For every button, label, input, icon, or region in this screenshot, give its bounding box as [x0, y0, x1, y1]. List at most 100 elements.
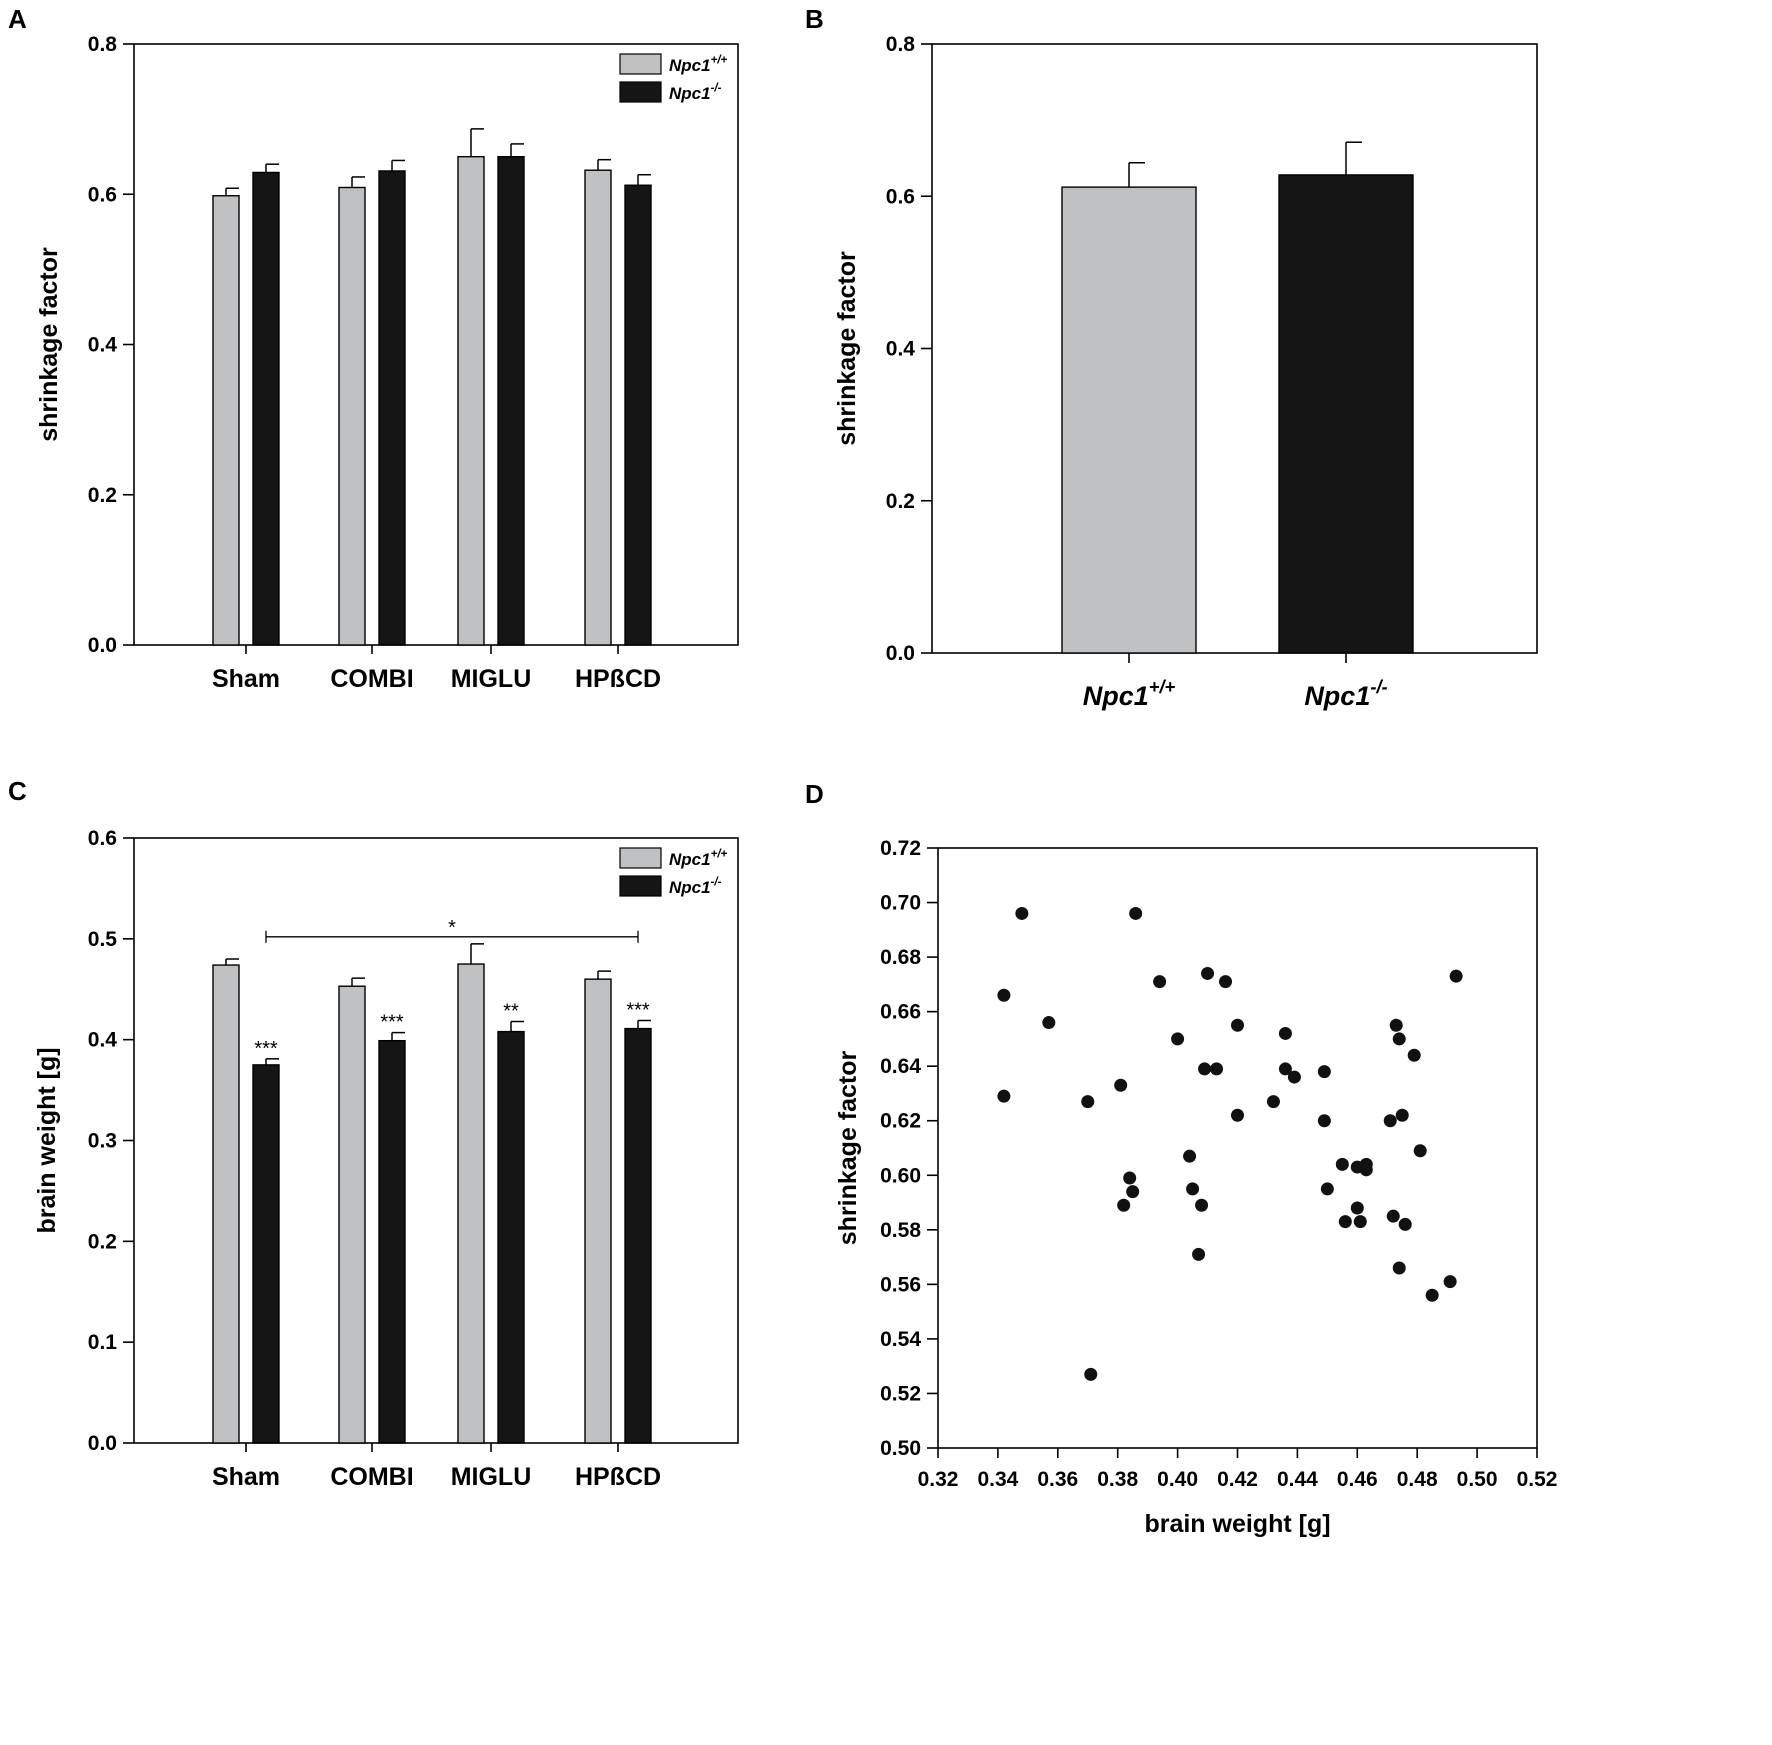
x-tick-label-B-1-name: Npc1 [1304, 681, 1370, 711]
bar-A-0-2 [457, 155, 485, 646]
scatter-point-D-43 [1398, 1217, 1412, 1231]
y-axis-label-B: shrinkage factor [833, 251, 861, 446]
y-tick-label-C-2: 0.2 [88, 1230, 117, 1253]
x-tick-label-D-6: 0.44 [1277, 1468, 1318, 1491]
x-tick-label-B-0: Npc1+/+ [1083, 676, 1176, 711]
y-axis-label-A: shrinkage factor [35, 247, 63, 442]
scatter-point-D-18 [1201, 966, 1215, 980]
y-axis-label-C: brain weight [g] [33, 1047, 61, 1233]
y-tick-label-B-0: 0.0 [886, 642, 915, 665]
scatter-point-D-23 [1266, 1095, 1280, 1109]
y-tick-label-D-8: 0.66 [880, 1001, 921, 1024]
legend-label-A-0: Npc1+/+ [669, 54, 728, 75]
legend-label-A-1: Npc1-/- [669, 82, 722, 103]
scatter-point-D-37 [1383, 1114, 1397, 1128]
scatter-point-D-41 [1392, 1261, 1406, 1275]
bar-C-0-3 [584, 978, 612, 1444]
y-tick-label-D-3: 0.56 [880, 1273, 921, 1296]
scatter-point-D-21 [1231, 1018, 1244, 1032]
scatter-point-D-3 [1042, 1016, 1056, 1030]
scatter-point-D-34 [1353, 1215, 1367, 1229]
legend-label-A-0-sup: +/+ [711, 54, 728, 66]
x-tick-label-A-0: Sham [212, 665, 280, 693]
bar-A-1-1 [378, 170, 406, 646]
x-tick-label-D-7: 0.46 [1337, 1468, 1378, 1491]
scatter-point-D-13 [1183, 1149, 1197, 1163]
bracket-label-C: * [448, 917, 456, 939]
plot-frame-D [937, 847, 1538, 1449]
y-tick-label-B-4: 0.8 [886, 33, 916, 56]
y-tick-label-C-1: 0.1 [88, 1331, 118, 1354]
scatter-point-D-29 [1320, 1182, 1334, 1196]
bar-C-1-2 [497, 1030, 525, 1444]
y-tick-label-B-1: 0.2 [886, 490, 915, 513]
x-tick-label-D-9: 0.50 [1457, 1468, 1498, 1491]
y-tick-label-C-5: 0.5 [88, 928, 118, 951]
scatter-point-D-12 [1171, 1032, 1185, 1046]
bar-C-0-0 [212, 964, 240, 1444]
scatter-point-D-17 [1198, 1062, 1212, 1076]
x-tick-label-B-1: Npc1-/- [1304, 676, 1387, 711]
bar-A-0-3 [584, 169, 612, 646]
y-tick-label-C-0: 0.0 [88, 1432, 117, 1455]
bar-C-1-0 [252, 1064, 280, 1444]
scatter-point-D-7 [1117, 1198, 1131, 1212]
scatter-point-D-20 [1219, 975, 1233, 989]
y-tick-label-A-0: 0.0 [88, 634, 117, 657]
scatter-point-D-6 [1114, 1078, 1128, 1092]
x-tick-label-C-3: HPßCD [575, 1463, 661, 1491]
x-tick-label-D-5: 0.42 [1217, 1468, 1258, 1491]
legend-swatch-C-1 [619, 875, 662, 897]
scatter-point-D-22 [1231, 1108, 1244, 1122]
y-tick-label-A-1: 0.2 [88, 484, 117, 507]
significance-C-2: ** [503, 1001, 519, 1023]
scatter-point-D-46 [1425, 1288, 1439, 1302]
x-tick-label-C-2: MIGLU [451, 1463, 532, 1491]
legend-label-A-0-name: Npc1 [669, 56, 711, 75]
legend-label-C-0-name: Npc1 [669, 850, 711, 869]
scatter-point-D-4 [1081, 1095, 1095, 1109]
y-tick-label-D-4: 0.58 [880, 1219, 921, 1242]
scatter-point-D-1 [997, 1089, 1011, 1103]
scatter-point-D-2 [1015, 906, 1029, 920]
scatter-point-D-33 [1350, 1201, 1364, 1215]
scatter-point-D-25 [1278, 1062, 1292, 1076]
scatter-point-D-31 [1338, 1215, 1352, 1229]
bar-C-1-1 [378, 1039, 406, 1444]
x-tick-label-A-3: HPßCD [575, 665, 661, 693]
scatter-point-D-39 [1389, 1018, 1403, 1032]
x-tick-label-B-0-name: Npc1 [1083, 681, 1149, 711]
y-tick-label-B-3: 0.6 [886, 185, 915, 208]
scatter-point-D-36 [1359, 1163, 1373, 1177]
x-tick-label-D-2: 0.36 [1037, 1468, 1078, 1491]
x-tick-label-D-1: 0.34 [977, 1468, 1018, 1491]
scatter-point-D-11 [1153, 975, 1167, 989]
legend-label-A-1-name: Npc1 [669, 84, 711, 103]
scatter-point-D-40 [1392, 1032, 1406, 1046]
x-tick-label-A-1: COMBI [330, 665, 413, 693]
legend-label-C-1-name: Npc1 [669, 878, 711, 897]
scatter-point-D-26 [1287, 1070, 1301, 1084]
bar-B-0 [1061, 186, 1197, 654]
legend-label-C-0-sup: +/+ [711, 848, 728, 860]
scatter-point-D-14 [1186, 1182, 1200, 1196]
scatter-point-D-0 [997, 988, 1011, 1002]
x-tick-label-C-0: Sham [212, 1463, 280, 1491]
legend-label-C-0: Npc1+/+ [669, 848, 728, 869]
y-tick-label-D-9: 0.68 [880, 946, 921, 969]
scatter-point-D-48 [1449, 969, 1463, 983]
legend-swatch-A-0 [619, 53, 662, 75]
bar-A-1-2 [497, 155, 525, 646]
x-tick-label-A-2: MIGLU [451, 665, 532, 693]
scatter-point-D-44 [1407, 1048, 1421, 1062]
scatter-point-D-8 [1123, 1171, 1137, 1185]
legend-swatch-A-1 [619, 81, 662, 103]
scatter-point-D-27 [1317, 1065, 1331, 1079]
panel-label-D: D [805, 779, 824, 809]
y-tick-label-D-2: 0.54 [880, 1328, 921, 1351]
bar-C-1-3 [624, 1027, 652, 1444]
scatter-point-D-10 [1129, 906, 1143, 920]
legend-swatch-C-0 [619, 847, 662, 869]
bar-B-1 [1278, 174, 1414, 654]
